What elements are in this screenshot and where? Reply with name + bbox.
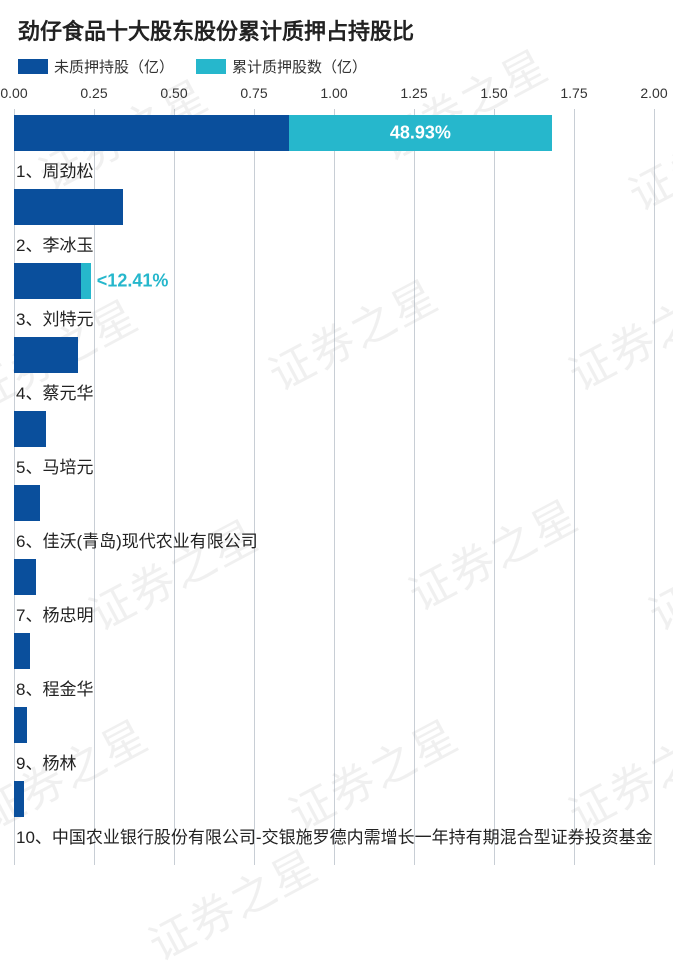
chart-container: 劲仔食品十大股东股份累计质押占持股比 未质押持股（亿） 累计质押股数（亿） 0.…	[0, 0, 673, 878]
x-axis: 0.000.250.500.751.001.251.501.752.00	[14, 85, 654, 109]
bar-row: 10、中国农业银行股份有限公司-交银施罗德内需增长一年持有期混合型证券投资基金	[14, 781, 654, 855]
bar-row: <12.41% 3、刘特元	[14, 263, 654, 337]
row-label: 3、刘特元	[14, 305, 654, 330]
row-label: 10、中国农业银行股份有限公司-交银施罗德内需增长一年持有期混合型证券投资基金	[14, 823, 654, 848]
bar-segment-unpledged	[14, 337, 78, 373]
legend-item-unpledged: 未质押持股（亿）	[18, 56, 174, 77]
bar-row: 6、佳沃(青岛)现代农业有限公司	[14, 485, 654, 559]
bar-track	[14, 633, 654, 669]
axis-tick: 1.50	[480, 85, 507, 101]
bar-track	[14, 707, 654, 743]
bar-track	[14, 337, 654, 373]
row-label: 9、杨林	[14, 749, 654, 774]
legend-label-unpledged: 未质押持股（亿）	[54, 56, 174, 77]
axis-tick: 1.75	[560, 85, 587, 101]
bar-track: 48.93%	[14, 115, 654, 151]
row-label: 6、佳沃(青岛)现代农业有限公司	[14, 527, 654, 552]
pct-label: <12.41%	[97, 271, 169, 292]
bar-segment-unpledged	[14, 189, 123, 225]
axis-tick: 0.50	[160, 85, 187, 101]
row-label: 7、杨忠明	[14, 601, 654, 626]
legend-label-pledged: 累计质押股数（亿）	[232, 56, 367, 77]
bar-segment-unpledged	[14, 707, 27, 743]
bar-segment-unpledged	[14, 263, 81, 299]
bars-container: 48.93% 1、周劲松 2、李冰玉 <12.41% 3、刘特元 4、蔡元华 5、马培元 6、…	[14, 115, 654, 855]
bar-segment-unpledged	[14, 115, 289, 151]
bar-row: 7、杨忠明	[14, 559, 654, 633]
bar-track	[14, 485, 654, 521]
bar-track	[14, 411, 654, 447]
axis-tick: 0.00	[0, 85, 27, 101]
row-label: 5、马培元	[14, 453, 654, 478]
axis-tick: 1.00	[320, 85, 347, 101]
legend-swatch-pledged	[196, 59, 226, 74]
bar-segment-unpledged	[14, 633, 30, 669]
bar-row: 48.93% 1、周劲松	[14, 115, 654, 189]
row-label: 4、蔡元华	[14, 379, 654, 404]
bar-segment-unpledged	[14, 559, 36, 595]
bar-row: 9、杨林	[14, 707, 654, 781]
bar-track	[14, 781, 654, 817]
legend: 未质押持股（亿） 累计质押股数（亿）	[18, 56, 659, 77]
bar-track	[14, 559, 654, 595]
gridline	[654, 109, 655, 865]
plot-area: 0.000.250.500.751.001.251.501.752.00 48.…	[14, 85, 654, 865]
axis-tick: 1.25	[400, 85, 427, 101]
axis-tick: 0.75	[240, 85, 267, 101]
legend-swatch-unpledged	[18, 59, 48, 74]
bar-segment-unpledged	[14, 411, 46, 447]
axis-tick: 2.00	[640, 85, 667, 101]
pct-label: 48.93%	[390, 123, 451, 144]
bar-segment-unpledged	[14, 485, 40, 521]
row-label: 2、李冰玉	[14, 231, 654, 256]
bar-row: 5、马培元	[14, 411, 654, 485]
bar-segment-pledged	[81, 263, 91, 299]
row-label: 1、周劲松	[14, 157, 654, 182]
chart-title: 劲仔食品十大股东股份累计质押占持股比	[18, 14, 659, 46]
bar-row: 8、程金华	[14, 633, 654, 707]
axis-tick: 0.25	[80, 85, 107, 101]
bar-track	[14, 189, 654, 225]
bar-segment-unpledged	[14, 781, 24, 817]
row-label: 8、程金华	[14, 675, 654, 700]
bar-track: <12.41%	[14, 263, 654, 299]
bar-row: 4、蔡元华	[14, 337, 654, 411]
bar-row: 2、李冰玉	[14, 189, 654, 263]
legend-item-pledged: 累计质押股数（亿）	[196, 56, 367, 77]
